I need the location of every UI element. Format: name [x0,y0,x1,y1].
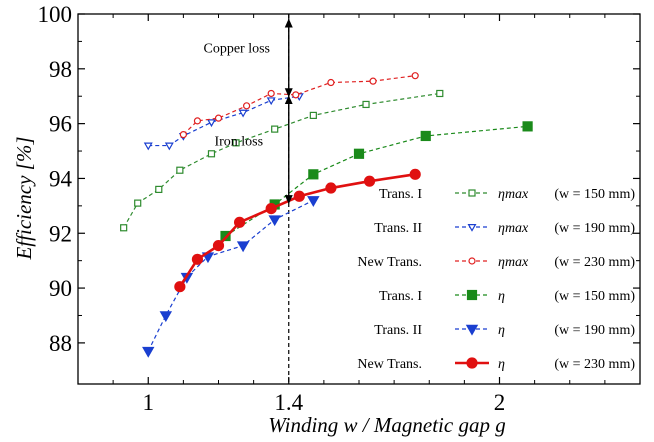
data-point [327,78,335,87]
legend-condition: (w = 230 mm) [554,357,635,372]
annotation-label: Iron loss [214,135,263,150]
data-point [142,346,155,358]
legend-group-label: New Trans. [357,255,422,270]
x-tick-label: 1 [143,390,155,415]
data-point [292,91,300,99]
legend-group-label: Trans. II [374,221,422,236]
y-tick-label: 100 [38,2,73,27]
legend-group-label: Trans. II [374,323,422,338]
series-line [182,75,416,136]
series-6 [174,168,421,293]
legend-symbol: ηmax [498,221,529,236]
legend-symbol: η [498,289,505,304]
legend-group-label: Trans. I [379,187,422,202]
legend-entry-1: Trans. I ηmax (w = 150 mm) [379,187,635,202]
series-layer [120,72,533,358]
x-tick-label: 1.4 [274,390,303,415]
legend-group-label: Trans. I [379,289,422,304]
data-point [369,77,377,85]
data-point [265,202,277,215]
data-point [467,224,477,232]
legend-symbol: η [498,357,505,372]
data-point [522,121,533,132]
y-tick-label: 90 [49,276,72,301]
data-point [468,257,476,265]
data-point [268,215,281,227]
data-point [193,117,202,125]
data-point [191,253,204,265]
data-point [207,150,216,158]
legend-entry-5: Trans. II η (w = 190 mm) [374,323,635,338]
data-point [164,142,174,151]
annotation-layer: Copper loss Iron loss [204,18,293,205]
data-point [466,289,478,301]
x-axis-ticks: 1 1.4 2 [112,14,606,415]
y-tick-label: 92 [49,221,72,246]
x-tick-label: 2 [494,390,506,415]
y-tick-label: 94 [49,166,73,191]
data-point [155,185,163,194]
legend-entry-2: Trans. II ηmax (w = 190 mm) [374,221,635,236]
data-point [468,189,476,197]
data-point [238,109,248,118]
data-point [409,168,421,180]
data-point [465,324,479,336]
data-point [243,102,251,110]
legend-symbol: ηmax [498,255,529,270]
data-point [236,241,250,253]
legend-entry-4: Trans. I η (w = 150 mm) [379,289,635,304]
data-point [309,111,317,120]
data-point [420,130,431,142]
legend-group-label: New Trans. [357,357,422,372]
legend-condition: (w = 190 mm) [554,221,635,236]
data-point [120,224,128,232]
x-axis-label: Winding w / Magnetic gap g [268,413,505,437]
data-point [232,139,240,147]
data-point [271,125,279,133]
y-tick-label: 96 [49,112,72,137]
legend-symbol: η [498,323,505,338]
legend-symbol: ηmax [498,187,529,202]
data-point [233,216,246,228]
data-point [436,89,444,98]
data-point [266,97,276,106]
legend-entry-3: New Trans. ηmax (w = 230 mm) [357,255,635,270]
data-point [307,196,320,207]
data-point [308,169,319,180]
data-point [174,281,186,293]
series-1 [120,89,444,232]
y-tick-label: 98 [49,57,72,82]
legend-condition: (w = 230 mm) [554,255,635,270]
legend-condition: (w = 150 mm) [554,289,635,304]
data-point [293,190,305,202]
series-3 [179,72,419,139]
series-line [123,92,440,229]
data-point [212,239,225,252]
y-axis-ticks: 88 90 92 94 96 98 100 [38,2,640,356]
data-point [325,182,337,194]
legend: Trans. I ηmax (w = 150 mm) Trans. II ηmax (w … [357,187,635,372]
data-point [362,100,370,109]
data-point [206,119,216,128]
data-point [267,89,275,98]
data-point [353,148,365,159]
legend-entry-6: New Trans. η (w = 230 mm) [357,357,635,372]
y-axis-label: Efficiency [%] [12,136,36,260]
data-point [214,114,223,122]
data-point [143,142,153,151]
y-tick-label: 88 [49,331,72,356]
legend-condition: (w = 190 mm) [554,323,635,338]
annotation-label: Copper loss [204,41,271,56]
data-point [176,166,184,174]
legend-condition: (w = 150 mm) [554,187,635,202]
data-point [411,72,419,80]
data-point [159,311,173,323]
data-point [363,175,376,187]
data-point [466,357,478,369]
data-point [179,130,187,139]
data-point [134,199,142,207]
series-5 [142,196,320,358]
